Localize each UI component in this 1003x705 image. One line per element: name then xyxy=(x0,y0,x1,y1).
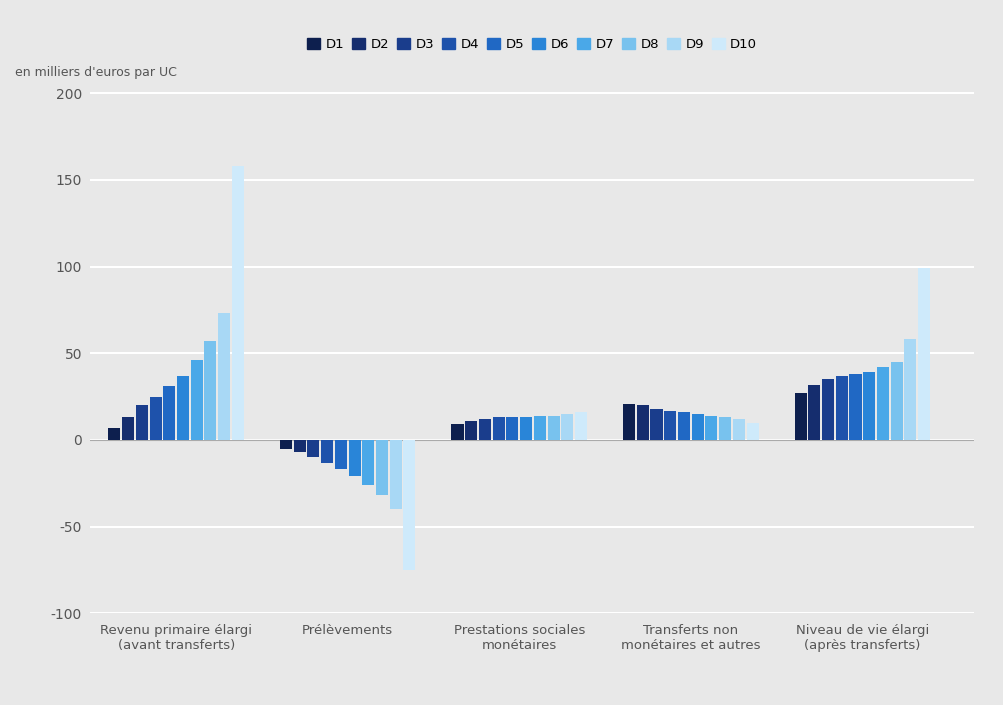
Bar xyxy=(334,440,346,470)
Bar xyxy=(108,428,120,440)
Bar xyxy=(280,440,292,448)
Bar xyxy=(389,440,401,509)
Bar xyxy=(547,416,559,440)
Bar xyxy=(575,412,587,440)
Bar xyxy=(205,341,217,440)
Bar xyxy=(834,376,847,440)
Bar xyxy=(636,405,648,440)
Bar xyxy=(321,440,333,462)
Bar xyxy=(191,360,203,440)
Bar xyxy=(177,376,189,440)
Bar xyxy=(718,417,730,440)
Bar xyxy=(793,393,805,440)
Bar xyxy=(917,269,929,440)
Bar xyxy=(863,372,875,440)
Bar xyxy=(705,416,717,440)
Bar xyxy=(691,414,703,440)
Bar xyxy=(876,367,888,440)
Legend: D1, D2, D3, D4, D5, D6, D7, D8, D9, D10: D1, D2, D3, D4, D5, D6, D7, D8, D9, D10 xyxy=(302,33,761,56)
Bar xyxy=(561,414,573,440)
Bar xyxy=(218,314,230,440)
Bar xyxy=(403,440,415,570)
Bar xyxy=(293,440,305,452)
Bar xyxy=(890,362,902,440)
Bar xyxy=(375,440,388,496)
Bar xyxy=(464,421,476,440)
Bar xyxy=(451,424,463,440)
Bar xyxy=(623,403,635,440)
Bar xyxy=(520,417,532,440)
Bar xyxy=(163,386,176,440)
Bar xyxy=(362,440,374,485)
Bar xyxy=(122,417,134,440)
Bar xyxy=(149,397,161,440)
Bar xyxy=(904,339,916,440)
Bar xyxy=(677,412,689,440)
Bar xyxy=(307,440,319,458)
Bar xyxy=(506,417,518,440)
Bar xyxy=(534,416,546,440)
Bar xyxy=(746,423,758,440)
Bar xyxy=(650,409,662,440)
Bar xyxy=(135,405,147,440)
Bar xyxy=(807,384,819,440)
Bar xyxy=(232,166,244,440)
Bar xyxy=(732,419,744,440)
Bar xyxy=(492,417,505,440)
Bar xyxy=(478,419,490,440)
Bar xyxy=(821,379,833,440)
Bar xyxy=(849,374,861,440)
Bar xyxy=(348,440,360,477)
Text: en milliers d'euros par UC: en milliers d'euros par UC xyxy=(15,66,177,79)
Bar xyxy=(664,410,676,440)
